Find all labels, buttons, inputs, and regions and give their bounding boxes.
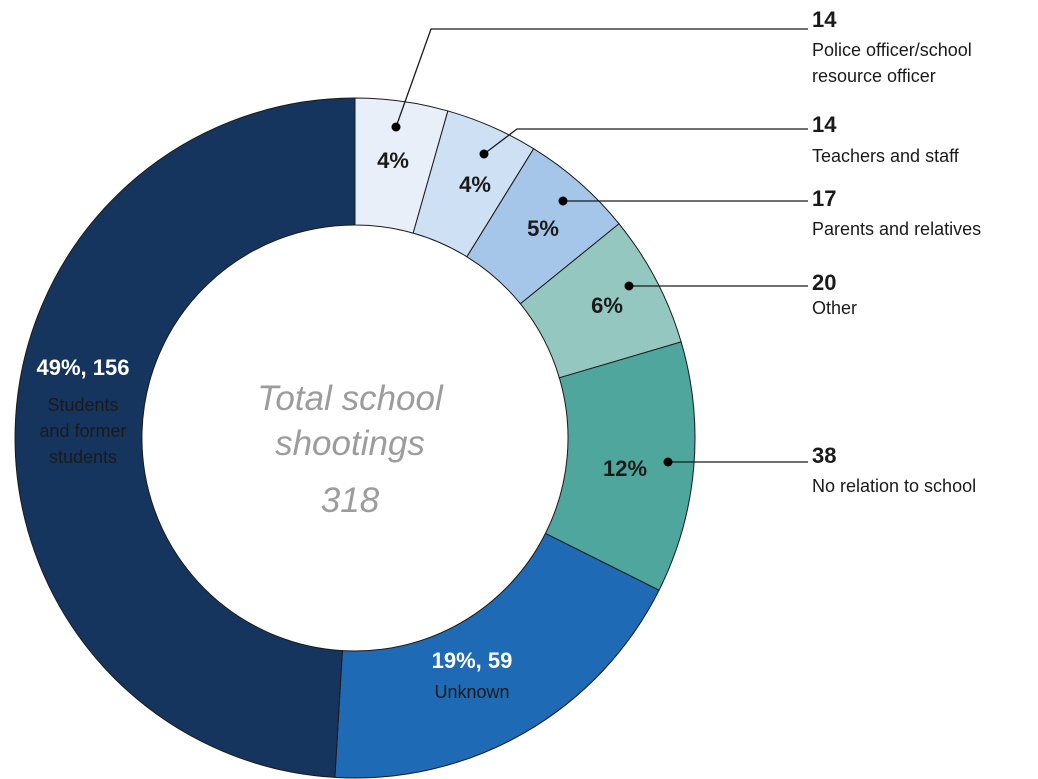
center-label: Total school shootings 318	[257, 379, 444, 520]
slice-labels: 4% 14 Police officer/school resource office…	[37, 7, 982, 702]
slice-label-students-and-former-students: 49%, 156	[37, 355, 130, 380]
callout-name-teachers-and-staff-line-1: Teachers and staff	[812, 146, 960, 166]
callout-count-parents-and-relatives: 17	[812, 186, 836, 211]
callout-dot-teachers-and-staff	[479, 149, 489, 159]
slice-students-and-former-students	[14, 97, 356, 778]
center-label-line-2: shootings	[275, 424, 425, 463]
callout-name-other-line-1: Other	[812, 298, 857, 318]
slice-label-police-officer-school-resource-officer: 4%	[377, 148, 409, 173]
slice-name-students-and-former-students-line-3: students	[49, 447, 117, 467]
callout-lines	[391, 28, 808, 467]
callout-count-police-officer-school-resource-officer: 14	[812, 7, 837, 32]
callout-name-police-officer-school-resource-officer-line-1: Police officer/school	[812, 40, 972, 60]
callout-dot-parents-and-relatives	[558, 196, 568, 206]
slice-name-unknown-line-1: Unknown	[434, 682, 509, 702]
slice-label-other: 6%	[591, 293, 623, 318]
callout-name-no-relation-to-school-line-1: No relation to school	[812, 476, 976, 496]
slice-unknown	[334, 532, 660, 779]
callout-line-police-officer-school-resource-officer	[395, 28, 808, 128]
callout-dot-other	[624, 281, 634, 291]
slice-label-unknown: 19%, 59	[432, 648, 513, 673]
slice-name-students-and-former-students-line-2: and former	[39, 421, 126, 441]
slice-name-students-and-former-students-line-1: Students	[47, 395, 118, 415]
callout-count-teachers-and-staff: 14	[812, 112, 837, 137]
slice-label-parents-and-relatives: 5%	[527, 216, 559, 241]
center-label-line-1: Total school	[257, 379, 444, 418]
callout-dot-no-relation-to-school	[663, 457, 673, 467]
donut-slices	[14, 97, 696, 779]
callout-name-police-officer-school-resource-officer-line-2: resource officer	[812, 66, 936, 86]
callout-line-teachers-and-staff	[483, 128, 808, 155]
slice-label-no-relation-to-school: 12%	[603, 456, 647, 481]
callout-count-no-relation-to-school: 38	[812, 443, 836, 468]
slice-label-teachers-and-staff: 4%	[459, 172, 491, 197]
callout-name-parents-and-relatives-line-1: Parents and relatives	[812, 219, 981, 239]
callout-dot-police-officer-school-resource-officer	[391, 122, 401, 132]
callout-count-other: 20	[812, 270, 836, 295]
center-label-total: 318	[321, 481, 380, 520]
